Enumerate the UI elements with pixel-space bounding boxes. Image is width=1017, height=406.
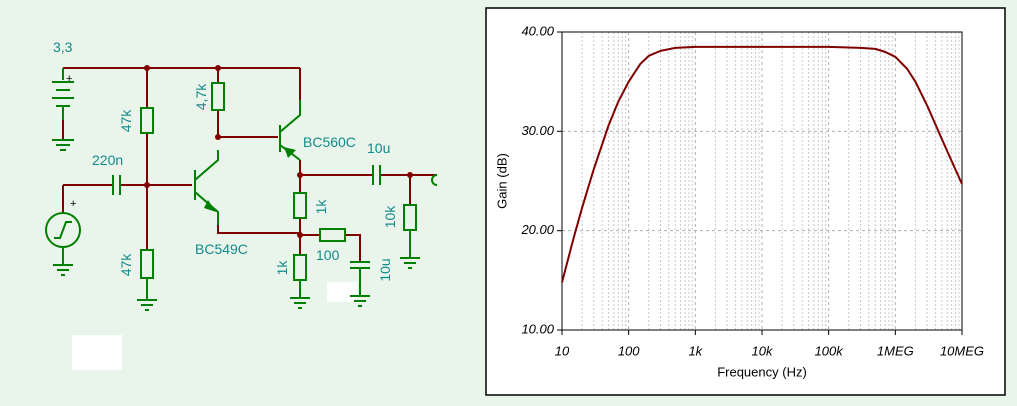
- junction: [144, 182, 150, 188]
- components: [45, 68, 438, 311]
- plus-sign: +: [66, 73, 72, 85]
- y-tick-label: 40.00: [521, 23, 554, 38]
- x-tick-label: 10k: [752, 343, 774, 358]
- label: 47k: [118, 253, 134, 277]
- plus-sign: +: [70, 198, 76, 210]
- x-tick-label: 10MEG: [940, 343, 984, 358]
- label: 1k: [313, 199, 329, 215]
- x-tick-label: 100k: [815, 343, 845, 358]
- label: 220n: [92, 152, 123, 168]
- label: BC560C: [303, 134, 356, 150]
- label: 47k: [118, 109, 134, 133]
- label: 10u: [367, 140, 390, 156]
- artifact: [327, 282, 357, 302]
- gain-curve: [561, 45, 963, 283]
- x-tick-label: 100: [618, 343, 640, 358]
- x-tick-label: 1MEG: [877, 343, 914, 358]
- label: 100: [316, 247, 340, 263]
- label: 10u: [377, 258, 393, 281]
- label: 1k: [274, 260, 290, 276]
- plot-frame: [561, 31, 963, 331]
- junction: [215, 134, 221, 140]
- chart: Gain (dB) Frequency (Hz) 10.00 20.00 30.00…: [494, 23, 984, 379]
- junction: [215, 65, 221, 71]
- x-tick-label: 1k: [688, 343, 703, 358]
- label: 10k: [382, 205, 398, 229]
- schematic: + + 3,3 47k 4,7k BC560C 10u 220n 10k 1k …: [45, 39, 438, 370]
- y-axis-label: Gain (dB): [494, 153, 509, 209]
- artifact: [72, 335, 122, 370]
- junction: [407, 172, 413, 178]
- transistor-arrow: [204, 147, 296, 212]
- label: 4,7k: [193, 83, 209, 110]
- y-tick-label: 30.00: [521, 123, 554, 138]
- x-tick-label: 10: [555, 343, 570, 358]
- y-tick-label: 10.00: [521, 321, 554, 336]
- junction: [297, 232, 303, 238]
- label: 3,3: [53, 39, 73, 55]
- junction: [297, 172, 303, 178]
- x-axis-label: Frequency (Hz): [717, 364, 807, 379]
- y-tick-label: 20.00: [520, 222, 554, 237]
- label: BC549C: [195, 241, 248, 257]
- junction: [144, 65, 150, 71]
